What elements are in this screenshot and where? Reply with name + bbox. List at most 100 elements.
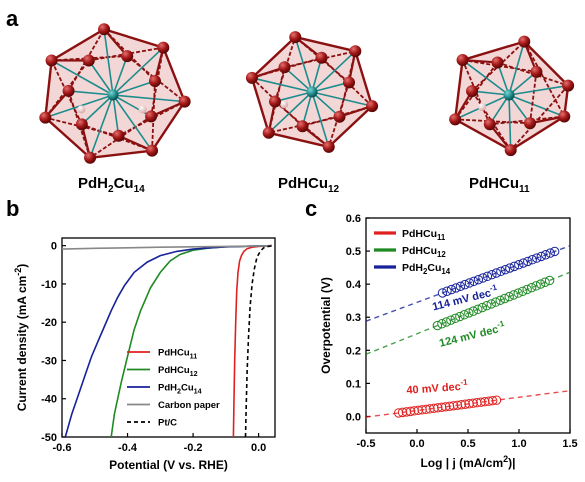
data-point-PdH2Cu14 — [514, 260, 524, 270]
x-tick-label-c: 1.5 — [562, 438, 577, 450]
cu-atom — [262, 126, 275, 139]
cu-atom — [523, 117, 536, 130]
cluster-pdh2cu14-structure — [39, 23, 191, 164]
data-point-PdH2Cu14 — [545, 248, 555, 258]
cluster-label-pdhcu11: PdHCu11 — [469, 175, 530, 195]
data-point-PdHCu12 — [513, 288, 523, 298]
cu-atom — [75, 118, 88, 131]
data-point-PdH2Cu14 — [518, 258, 528, 268]
y-tick-label-c: 0.6 — [346, 213, 361, 225]
cu-atom — [558, 110, 571, 123]
pd-cu-bond — [294, 36, 313, 93]
cu-atom — [39, 111, 52, 124]
data-point-PdH2Cu14 — [523, 256, 533, 267]
cluster-dashed-bond — [529, 71, 538, 124]
legend-label-c: PdHCu12 — [402, 245, 446, 259]
cu-atom — [82, 54, 95, 67]
data-point-PdHCu12 — [491, 297, 501, 307]
h-atom — [77, 105, 86, 114]
pd-cu-bond — [508, 84, 569, 96]
data-point-PdHCu12 — [468, 306, 479, 316]
cu-atom — [333, 110, 346, 123]
legend-label-b: Carbon paper — [158, 400, 220, 411]
tafel-chart: -0.5 0.0 0.5 1.0 1.5 0.0 0.1 0.2 0.3 0.4 0.5 0.6 Log… — [319, 213, 578, 470]
data-point-PdH2Cu14 — [532, 253, 542, 263]
y-tick-label-b: -30 — [41, 355, 57, 367]
cluster-bond — [251, 36, 297, 79]
data-point-PdHCu12 — [531, 281, 541, 291]
data-point-PdH2Cu14 — [487, 269, 497, 280]
curve-ptc — [244, 244, 274, 437]
data-point-PdH2Cu14 — [478, 273, 488, 283]
pd-cu-bond — [471, 90, 510, 96]
cu-atom — [483, 118, 496, 131]
data-point-PdHCu12 — [459, 310, 470, 320]
data-point-PdH2Cu14 — [509, 261, 520, 272]
pd-cu-bond — [283, 66, 313, 93]
lsv-chart: -0.6 -0.4 -0.2 0.0 0 -10 -20 -30 -40 -50 Potential… — [13, 237, 276, 472]
cluster-bond — [354, 50, 374, 107]
cluster-bond — [327, 105, 373, 148]
cu-atom — [145, 110, 158, 123]
cu-atom — [315, 51, 328, 64]
curve-PdH2Cu14 — [64, 244, 272, 437]
data-point-PdHCu12 — [540, 277, 550, 287]
cluster-bond — [50, 28, 105, 62]
cu-atom — [289, 31, 302, 44]
cu-atom — [349, 45, 362, 58]
cu-atom — [146, 144, 159, 157]
data-point-PdHCu12 — [450, 313, 461, 324]
data-point-PdH2Cu14 — [442, 286, 452, 296]
cu-atom — [112, 129, 125, 142]
x-tick-label-b: -0.6 — [53, 442, 72, 454]
data-point-PdHCu11 — [491, 395, 502, 405]
panel-b-letter: b — [6, 196, 19, 221]
y-tick-label-c: 0.5 — [346, 246, 361, 258]
pd-cu-bond — [112, 55, 128, 96]
pd-cu-bond — [112, 94, 153, 152]
cluster-bond — [294, 35, 356, 53]
y-axis-title-b: Current density (mA cm-2) — [13, 264, 29, 412]
cluster-pdhcu11-structure — [449, 35, 575, 157]
pd-cu-bond — [68, 90, 114, 96]
panel-a-letter: a — [6, 6, 19, 31]
y-tick-label-c: 0.4 — [346, 279, 362, 291]
data-point-PdHCu12 — [526, 282, 537, 293]
pd-cu-bond — [112, 94, 185, 103]
y-axis-title-c: Overpotential (V) — [319, 277, 333, 374]
data-point-PdHCu12 — [500, 293, 510, 304]
cu-atom — [322, 140, 335, 153]
cluster-label-pdh2cu14: PdH2Cu14 — [78, 175, 145, 195]
cluster-dashed-bond — [523, 41, 566, 117]
cu-atom — [148, 74, 161, 87]
cu-atom — [98, 23, 111, 36]
pd-cu-bond — [88, 60, 114, 96]
cu-atom — [178, 95, 191, 108]
cluster-bond — [118, 134, 153, 152]
pd-cu-bond — [103, 29, 114, 96]
data-point-PdHCu12 — [535, 279, 546, 289]
cluster-bond — [250, 77, 270, 134]
data-point-PdH2Cu14 — [496, 266, 506, 277]
cluster-bond — [453, 59, 464, 120]
x-axis-title-c: Log | j (mA/cm2)| — [420, 454, 515, 470]
cu-atom — [491, 56, 504, 69]
legend-label-b: PdHCu11 — [158, 348, 197, 361]
data-point-PdHCu12 — [441, 317, 452, 327]
y-tick-label-c: 0.1 — [346, 378, 361, 390]
cluster-pdhcu12-structure — [245, 31, 379, 153]
cluster-bond — [162, 47, 186, 103]
pd-cu-bond — [311, 91, 330, 148]
cluster-bond — [44, 60, 53, 118]
cluster-bond — [454, 118, 512, 152]
cluster-label-pdhcu12: PdHCu12 — [278, 175, 340, 195]
pd-atom — [503, 89, 515, 101]
cluster-bond — [462, 40, 525, 62]
legend-label-b: PdH2Cu14 — [158, 383, 202, 396]
pd-cu-bond — [89, 94, 114, 159]
data-point-PdH2Cu14 — [455, 281, 466, 291]
data-point-PdH2Cu14 — [536, 251, 546, 262]
x-tick-label-b: -0.2 — [184, 442, 203, 454]
y-tick-label-c: 0.3 — [346, 312, 361, 324]
pd-cu-bond — [81, 94, 114, 125]
